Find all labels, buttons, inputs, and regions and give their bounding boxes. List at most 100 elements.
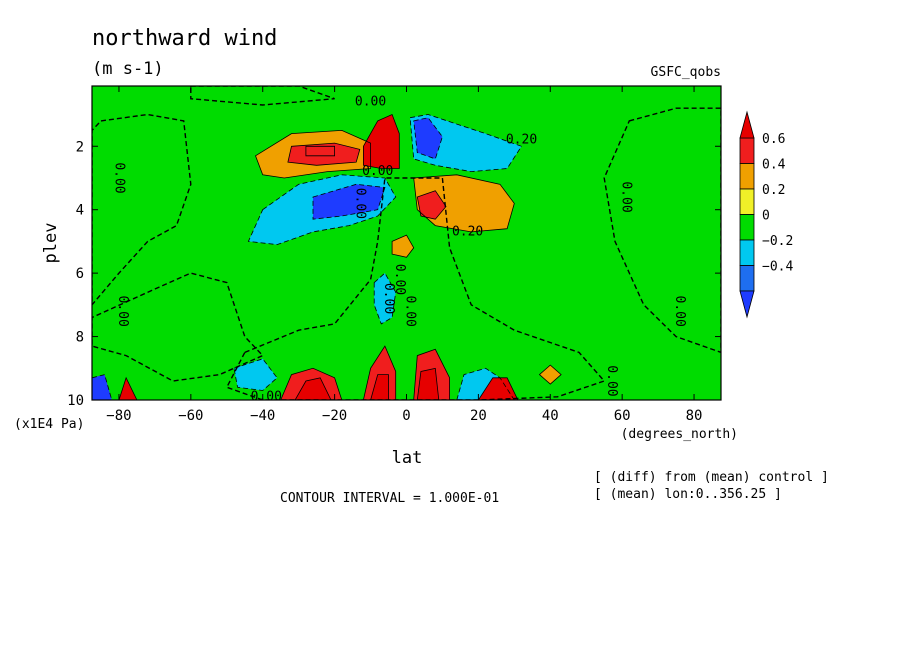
filled-contours <box>92 86 721 400</box>
colorbar-label: 0.6 <box>762 132 785 147</box>
colorbar: 0.6 0.4 0.2 0 −0.2 −0.4 <box>739 110 793 319</box>
contour-label: 0.00 <box>604 365 619 396</box>
y-tick-label: 4 <box>76 203 84 219</box>
contour-line-nh-low-negative <box>456 367 515 400</box>
contour-line-sh-low-positive-core <box>294 377 332 400</box>
plot-area: 0.000.000.000.000.000.00 0.000.000.000.20… <box>91 85 722 404</box>
contour-line-equator-low-positive-core <box>370 374 389 400</box>
contour-region-nh-low-positive-2 <box>478 377 518 400</box>
contour-line-nh-low-positive-2 <box>477 377 519 400</box>
contour-line-sh-low-positive <box>280 367 343 400</box>
contour-label: 0.00 <box>403 296 418 327</box>
contour-line-sh-low-negative-wave <box>233 358 278 391</box>
contour-region-sh-jet-max <box>305 146 335 156</box>
contour-label: 0.00 <box>672 296 687 327</box>
contour-line-sh-jet-positive-core <box>287 142 361 166</box>
contour-region-equator-upper-positive-max <box>363 114 400 169</box>
contour-region-nh-polar-negative <box>604 108 721 353</box>
contour-region-sh-low-negative-polar <box>92 374 112 400</box>
contour-line-nh-mid-positive <box>413 174 515 233</box>
colorbar-label: −0.2 <box>762 234 793 249</box>
x-tick-label: 20 <box>470 408 487 424</box>
contour-region-equator-upper-negative-core <box>413 117 443 159</box>
colorbar-segment <box>739 188 755 215</box>
y-units-label: (x1E4 Pa) <box>14 417 84 432</box>
contour-region-sh-low-positive-core <box>295 377 331 400</box>
contour-region-equator-low-positive-core <box>370 374 389 400</box>
note-diff: [ (diff) from (mean) control ] <box>594 470 829 485</box>
contour-line-nh-low-small-positive <box>538 364 562 385</box>
contour-line-sh-troposphere-negative <box>92 272 264 382</box>
contour-line-sh-mid-negative-core <box>312 183 386 220</box>
contour-region-sh-low-negative-wave <box>234 358 278 391</box>
contour-labels: 0.000.000.000.000.000.00 0.000.000.000.20… <box>111 94 687 404</box>
contour-region-sh-mid-negative-core <box>313 184 385 220</box>
y-tick-label: 6 <box>76 266 84 282</box>
x-tick-label: −80 <box>106 408 131 424</box>
contour-region-equator-small-positive <box>392 235 414 258</box>
chart-title: northward wind <box>92 26 277 51</box>
contour-label: 0.00 <box>355 94 386 109</box>
contour-label: 0.00 <box>251 389 282 404</box>
x-tick-label: 40 <box>542 408 559 424</box>
dataset-label: GSFC_qobs <box>651 65 721 80</box>
x-tick-label: −60 <box>178 408 203 424</box>
colorbar-label: −0.4 <box>762 260 793 275</box>
contour-label: 0.00 <box>111 162 126 193</box>
contour-region-nh-low-positive-core <box>417 368 439 400</box>
colorbar-segment <box>739 265 755 292</box>
contour-line-equator-small-positive <box>391 234 415 258</box>
contour-region-nh-mid-positive-core <box>417 190 446 220</box>
y-tick-label: 2 <box>76 139 84 155</box>
contour-region-sh-troposphere-negative <box>92 273 263 381</box>
x-tick-label: 80 <box>686 408 703 424</box>
x-axis: −80 −60 −40 −20 0 20 40 60 80 <box>106 86 702 424</box>
contour-line-nh-top-strip-negative <box>190 86 335 106</box>
colorbar-segment <box>739 214 755 241</box>
contour-region-sh-stratosphere-negative <box>92 114 191 305</box>
contour-label: 0.00 <box>381 283 396 314</box>
x-tick-label: 0 <box>402 408 410 424</box>
colorbar-segment <box>739 239 755 266</box>
contour-lines <box>92 86 721 400</box>
contour-line-equator-upper-negative-core <box>413 117 443 160</box>
colorbar-label: 0.2 <box>762 183 785 198</box>
contour-label: 0.20 <box>506 132 537 147</box>
contour-label: 0.00 <box>115 296 130 327</box>
contour-line-equator-low-positive <box>362 345 397 400</box>
x-units-label: (degrees_north) <box>621 427 738 442</box>
contour-region-nh-mid-positive <box>413 174 515 232</box>
x-tick-label: −40 <box>250 408 275 424</box>
contour-region-equator-lower-negative <box>226 178 605 400</box>
y-tick-label: 8 <box>76 330 84 346</box>
contour-region-sh-low-positive-polar <box>119 377 137 400</box>
y-axis: 2 4 6 8 10 <box>67 139 721 409</box>
x-tick-label: 60 <box>614 408 631 424</box>
contour-line-sh-jet-max <box>305 145 336 157</box>
contour-label: 0.00 <box>362 164 393 179</box>
contour-line-sh-jet-positive <box>255 129 372 179</box>
colorbar-label: 0 <box>762 209 770 224</box>
chart-units: (m s-1) <box>92 59 164 79</box>
y-tick-label: 10 <box>67 393 84 409</box>
colorbar-segment <box>739 137 755 164</box>
contour-line-sh-low-negative-polar <box>92 374 113 400</box>
contour-line-nh-mid-positive-core <box>416 190 447 220</box>
contour-interval-note: CONTOUR INTERVAL = 1.000E-01 <box>280 491 499 506</box>
contour-region-lower-equator-negative <box>374 273 396 324</box>
contour-line-sh-stratosphere-negative <box>92 113 192 306</box>
note-mean: [ (mean) lon:0..356.25 ] <box>594 487 782 502</box>
contour-region-equator-upper-negative <box>410 114 522 172</box>
contour-label: 0.00 <box>618 181 633 212</box>
contour-line-equator-upper-negative <box>409 114 523 173</box>
contour-label: 0.00 <box>352 188 367 219</box>
colorbar-segment <box>739 163 755 190</box>
contour-line-nh-polar-negative <box>603 107 721 354</box>
colorbar-min-arrow <box>739 290 755 319</box>
contour-label: 0.00 <box>392 264 407 295</box>
x-tick-label: −20 <box>322 408 347 424</box>
contour-line-sh-mid-negative <box>247 174 397 246</box>
contour-label: 0.20 <box>452 224 483 239</box>
contour-region-nh-top-strip-negative <box>190 86 335 105</box>
